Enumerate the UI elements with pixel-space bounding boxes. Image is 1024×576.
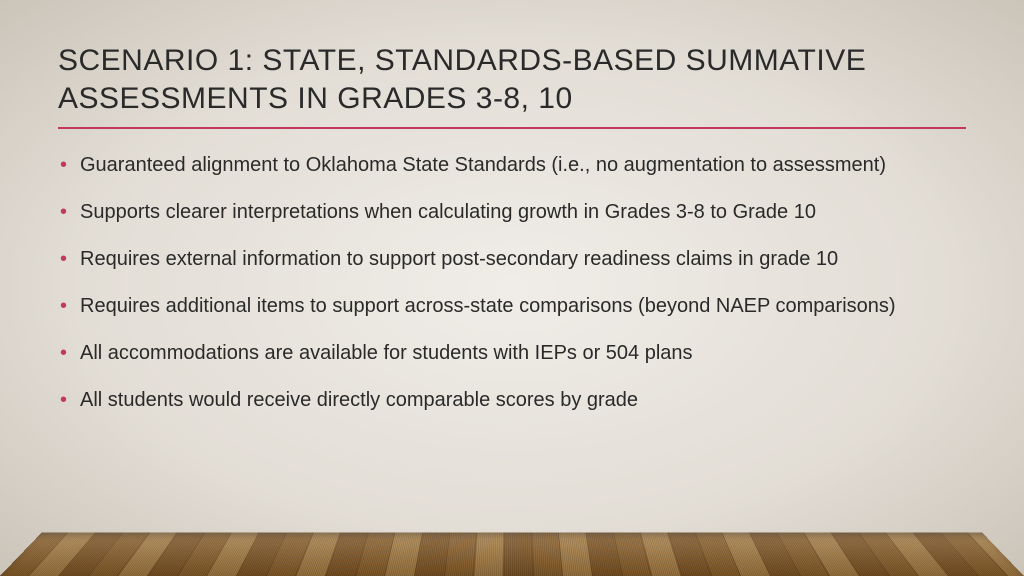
- slide: SCENARIO 1: STATE, STANDARDS-BASED SUMMA…: [0, 0, 1024, 576]
- list-item: All accommodations are available for stu…: [58, 339, 966, 368]
- list-item: Supports clearer interpretations when ca…: [58, 198, 966, 227]
- wood-floor-graphic: [0, 532, 1024, 576]
- title-underline: [58, 127, 966, 129]
- slide-title: SCENARIO 1: STATE, STANDARDS-BASED SUMMA…: [58, 42, 966, 117]
- list-item: Requires external information to support…: [58, 245, 966, 274]
- slide-content: SCENARIO 1: STATE, STANDARDS-BASED SUMMA…: [0, 0, 1024, 433]
- list-item: All students would receive directly comp…: [58, 386, 966, 415]
- bullet-list: Guaranteed alignment to Oklahoma State S…: [58, 151, 966, 415]
- list-item: Guaranteed alignment to Oklahoma State S…: [58, 151, 966, 180]
- list-item: Requires additional items to support acr…: [58, 292, 966, 321]
